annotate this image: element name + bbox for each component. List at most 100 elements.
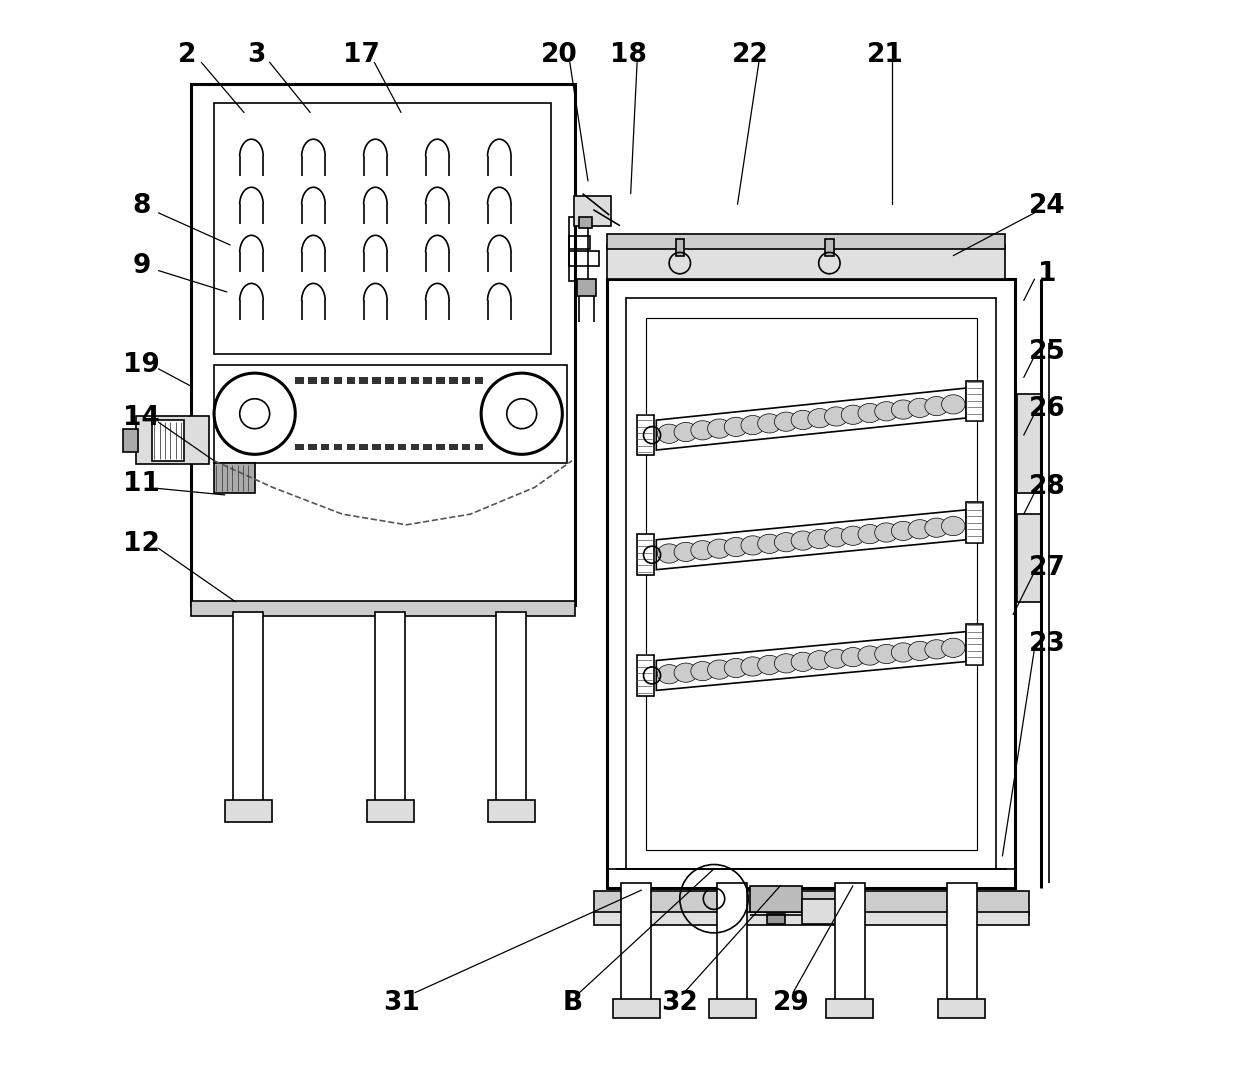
Bar — [398, 443, 407, 450]
Bar — [360, 377, 368, 383]
Bar — [153, 420, 185, 461]
Text: 2: 2 — [179, 42, 197, 67]
Bar — [487, 800, 534, 821]
Ellipse shape — [925, 639, 949, 659]
Bar — [436, 443, 445, 450]
Text: 31: 31 — [383, 991, 420, 1016]
Bar — [939, 999, 986, 1019]
Bar — [224, 800, 272, 821]
Bar — [384, 377, 393, 383]
Bar — [825, 239, 833, 256]
Bar — [367, 800, 414, 821]
Bar — [334, 443, 342, 450]
Bar — [384, 443, 393, 450]
Bar — [750, 886, 801, 911]
Ellipse shape — [807, 408, 831, 427]
Bar — [966, 624, 983, 665]
Text: 23: 23 — [1029, 632, 1065, 658]
Ellipse shape — [742, 657, 765, 676]
Text: 18: 18 — [610, 42, 647, 67]
Bar — [578, 280, 596, 297]
Bar — [463, 377, 470, 383]
Bar — [215, 463, 254, 493]
Ellipse shape — [691, 421, 714, 440]
Ellipse shape — [807, 650, 831, 669]
Bar — [608, 235, 1004, 250]
Text: 20: 20 — [541, 42, 578, 67]
Bar — [646, 318, 977, 849]
Bar — [123, 428, 138, 452]
Bar — [215, 103, 551, 353]
Bar — [346, 443, 355, 450]
Ellipse shape — [908, 519, 931, 539]
Ellipse shape — [691, 662, 714, 681]
Ellipse shape — [841, 648, 864, 667]
Bar — [372, 443, 381, 450]
Ellipse shape — [775, 412, 797, 432]
Bar — [372, 377, 381, 383]
Ellipse shape — [874, 402, 898, 421]
Ellipse shape — [874, 645, 898, 664]
Ellipse shape — [892, 522, 915, 541]
Bar — [569, 217, 588, 282]
Text: 26: 26 — [1029, 396, 1065, 422]
Ellipse shape — [858, 525, 882, 544]
Bar — [295, 377, 304, 383]
Bar — [637, 534, 655, 575]
Ellipse shape — [874, 523, 898, 542]
Text: 28: 28 — [1029, 474, 1065, 500]
Ellipse shape — [758, 534, 781, 554]
Text: 29: 29 — [773, 991, 810, 1016]
Ellipse shape — [892, 399, 915, 419]
Ellipse shape — [657, 544, 681, 563]
Bar — [423, 377, 432, 383]
Bar — [436, 377, 445, 383]
Bar — [768, 914, 785, 924]
Ellipse shape — [925, 518, 949, 538]
Bar — [463, 443, 470, 450]
Bar — [191, 84, 575, 605]
Text: 19: 19 — [123, 351, 160, 378]
Ellipse shape — [724, 538, 748, 557]
Bar — [475, 443, 484, 450]
Polygon shape — [656, 510, 966, 570]
Ellipse shape — [791, 531, 815, 550]
Bar — [594, 891, 1029, 915]
Text: 27: 27 — [1029, 555, 1065, 580]
Bar — [423, 443, 432, 450]
Text: 9: 9 — [133, 254, 150, 280]
Text: 11: 11 — [123, 471, 160, 497]
Bar — [801, 899, 847, 924]
Bar — [608, 280, 1016, 888]
Ellipse shape — [708, 419, 732, 438]
Bar — [966, 502, 983, 543]
Text: 14: 14 — [123, 405, 160, 431]
Ellipse shape — [775, 532, 797, 552]
Ellipse shape — [742, 416, 765, 435]
Ellipse shape — [708, 660, 732, 679]
Bar — [574, 196, 611, 226]
Ellipse shape — [691, 541, 714, 560]
Bar — [594, 911, 1029, 925]
Bar — [1017, 394, 1040, 493]
Bar — [376, 613, 405, 802]
Ellipse shape — [657, 665, 681, 684]
Ellipse shape — [807, 529, 831, 548]
Bar — [626, 299, 996, 869]
Bar — [295, 443, 304, 450]
Bar — [579, 217, 593, 228]
Ellipse shape — [775, 653, 797, 673]
Polygon shape — [656, 388, 966, 450]
Bar — [449, 443, 458, 450]
Bar — [475, 377, 484, 383]
Ellipse shape — [708, 539, 732, 558]
Ellipse shape — [841, 526, 864, 545]
Text: 22: 22 — [732, 42, 769, 67]
Bar — [410, 377, 419, 383]
Ellipse shape — [825, 528, 848, 547]
Ellipse shape — [858, 404, 882, 423]
Ellipse shape — [825, 649, 848, 668]
Ellipse shape — [758, 655, 781, 675]
Bar — [717, 883, 748, 1000]
Ellipse shape — [758, 413, 781, 433]
